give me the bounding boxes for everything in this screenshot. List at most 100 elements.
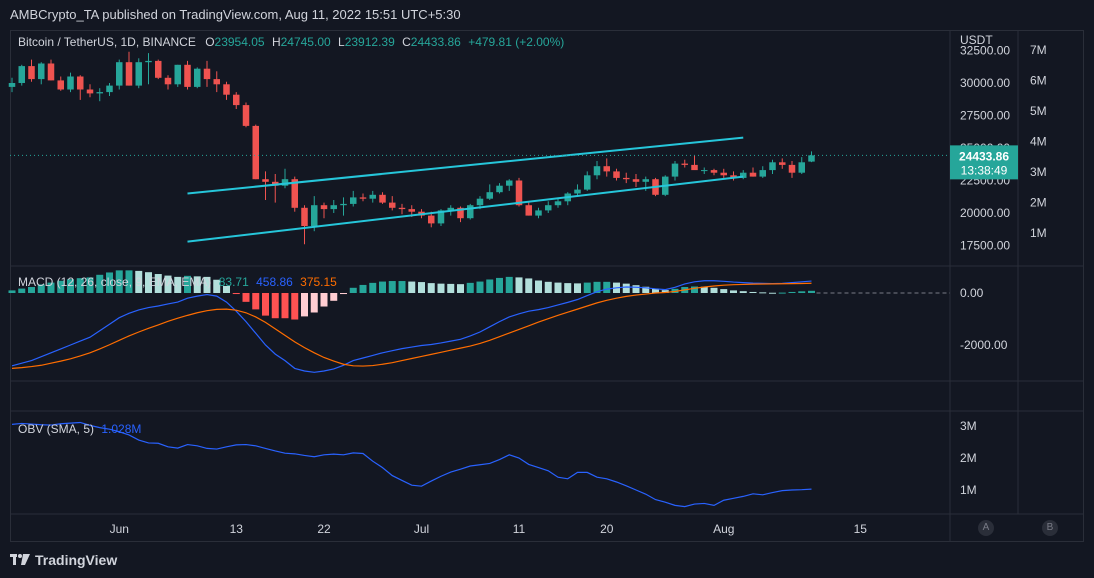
candle-body	[67, 76, 74, 90]
macd-histogram-bar	[174, 276, 182, 293]
candles	[8, 51, 815, 245]
candle-body	[184, 64, 191, 87]
candle-body	[798, 162, 805, 173]
candle-body	[262, 179, 269, 182]
macd-histogram-bar	[769, 292, 776, 294]
symbol-legend[interactable]: Bitcoin / TetherUS, 1D, BINANCE O23954.0…	[18, 35, 564, 49]
macd-histogram-bar	[476, 281, 484, 293]
tradingview-logo[interactable]: TradingView	[10, 552, 117, 568]
macd-histogram-bar	[798, 291, 806, 293]
time-axis-label: 22	[317, 522, 331, 536]
obv-tick-label: 3M	[960, 419, 977, 433]
candle-body	[106, 85, 113, 93]
macd-histogram-bar	[291, 293, 299, 320]
candle-body	[28, 66, 35, 80]
grid-lines	[10, 30, 1084, 542]
candle-body	[613, 171, 620, 178]
macd-histogram-bar	[349, 287, 357, 293]
macd-histogram-bar	[8, 290, 16, 293]
candle-body	[691, 164, 698, 171]
candle-body	[671, 163, 679, 177]
macd-hist-value: 83.71	[218, 275, 249, 289]
macd-histogram-bar	[720, 289, 728, 293]
currency-label: USDT	[960, 33, 993, 47]
candle-body	[47, 63, 55, 81]
candle-body	[359, 197, 367, 199]
time-axis-label: Jul	[414, 522, 429, 536]
candle-body	[223, 84, 230, 95]
indicator-lines	[10, 136, 950, 508]
macd-histogram-bar	[427, 283, 435, 293]
symbol-name: Bitcoin / TetherUS, 1D, BINANCE	[18, 35, 196, 49]
macd-legend[interactable]: MACD (12, 26, close, 9, EMA, EMA) 83.71 …	[18, 275, 337, 289]
macd-histogram-bar	[252, 293, 260, 310]
macd-histogram-bar	[47, 282, 55, 293]
macd-histogram-bar	[115, 270, 123, 293]
candle-body	[486, 192, 493, 199]
auto-scale-button[interactable]: A	[978, 520, 994, 536]
candle-body	[301, 207, 308, 226]
price-tick-label: 30000.00	[960, 76, 1010, 90]
candle-body	[457, 207, 464, 219]
macd-histogram-bar	[808, 290, 815, 293]
macd-histogram-bar	[164, 275, 172, 293]
candle-body	[281, 179, 289, 186]
candle-body	[57, 80, 64, 90]
price-tick-label: 32500.00	[960, 44, 1010, 58]
candle-body	[174, 64, 181, 85]
obv-tick-label: 1M	[960, 483, 977, 497]
candle-body	[769, 162, 776, 171]
macd-histogram-bar	[37, 284, 45, 293]
candle-body	[749, 172, 757, 177]
macd-histogram-bar	[86, 277, 94, 293]
volume-tick-label: 6M	[1030, 74, 1047, 88]
candle-body	[525, 205, 532, 216]
volume-tick-label: 5M	[1030, 104, 1047, 118]
macd-histogram-bar	[96, 274, 104, 293]
candle-body	[779, 162, 786, 165]
candle-body	[379, 194, 386, 203]
macd-histogram-bar	[418, 282, 425, 293]
candle-body	[145, 60, 152, 63]
close-value: 24433.86	[410, 35, 461, 49]
macd-histogram-bar	[28, 287, 35, 293]
candle-body	[252, 125, 259, 180]
macd-histogram-bar	[437, 283, 445, 293]
macd-histogram-bar	[778, 292, 786, 294]
volume-tick-label: 3M	[1030, 165, 1047, 179]
candle-body	[584, 175, 591, 190]
candle-body	[8, 83, 16, 87]
brand-name: TradingView	[35, 552, 118, 568]
change-value: +479.81 (+2.00%)	[468, 35, 565, 49]
candle-body	[311, 205, 318, 226]
price-tick-label: 17500.00	[960, 239, 1010, 253]
macd-histogram-bar	[691, 286, 698, 293]
macd-histogram-bar	[67, 279, 74, 293]
macd-histogram-bar	[457, 284, 464, 293]
log-scale-button[interactable]: B	[1042, 520, 1058, 536]
candle-body	[203, 68, 211, 80]
macd-histogram-bar	[496, 277, 503, 293]
candle-body	[398, 207, 406, 210]
macd-histogram-bar	[271, 293, 279, 319]
candle-body	[213, 79, 220, 85]
candle-body	[18, 66, 25, 83]
time-axis-label: 20	[600, 522, 614, 536]
macd-histogram-bar	[223, 285, 230, 293]
candle-body	[574, 189, 581, 194]
macd-histogram-bar	[788, 291, 796, 293]
candle-body	[437, 210, 445, 224]
price-tick-label: 20000.00	[960, 206, 1010, 220]
candle-body	[194, 68, 201, 87]
current-price-badge	[950, 145, 1018, 180]
candle-body	[759, 170, 766, 177]
candle-body	[476, 198, 484, 206]
candle-body	[428, 215, 435, 224]
volume-tick-label: 1M	[1030, 226, 1047, 240]
volume-tick-label: 4M	[1030, 135, 1047, 149]
macd-histogram-bar	[379, 281, 386, 293]
obv-legend[interactable]: OBV (SMA, 5) 1.028M	[18, 422, 141, 436]
candle-body	[788, 164, 796, 173]
high-label: H	[271, 35, 281, 49]
